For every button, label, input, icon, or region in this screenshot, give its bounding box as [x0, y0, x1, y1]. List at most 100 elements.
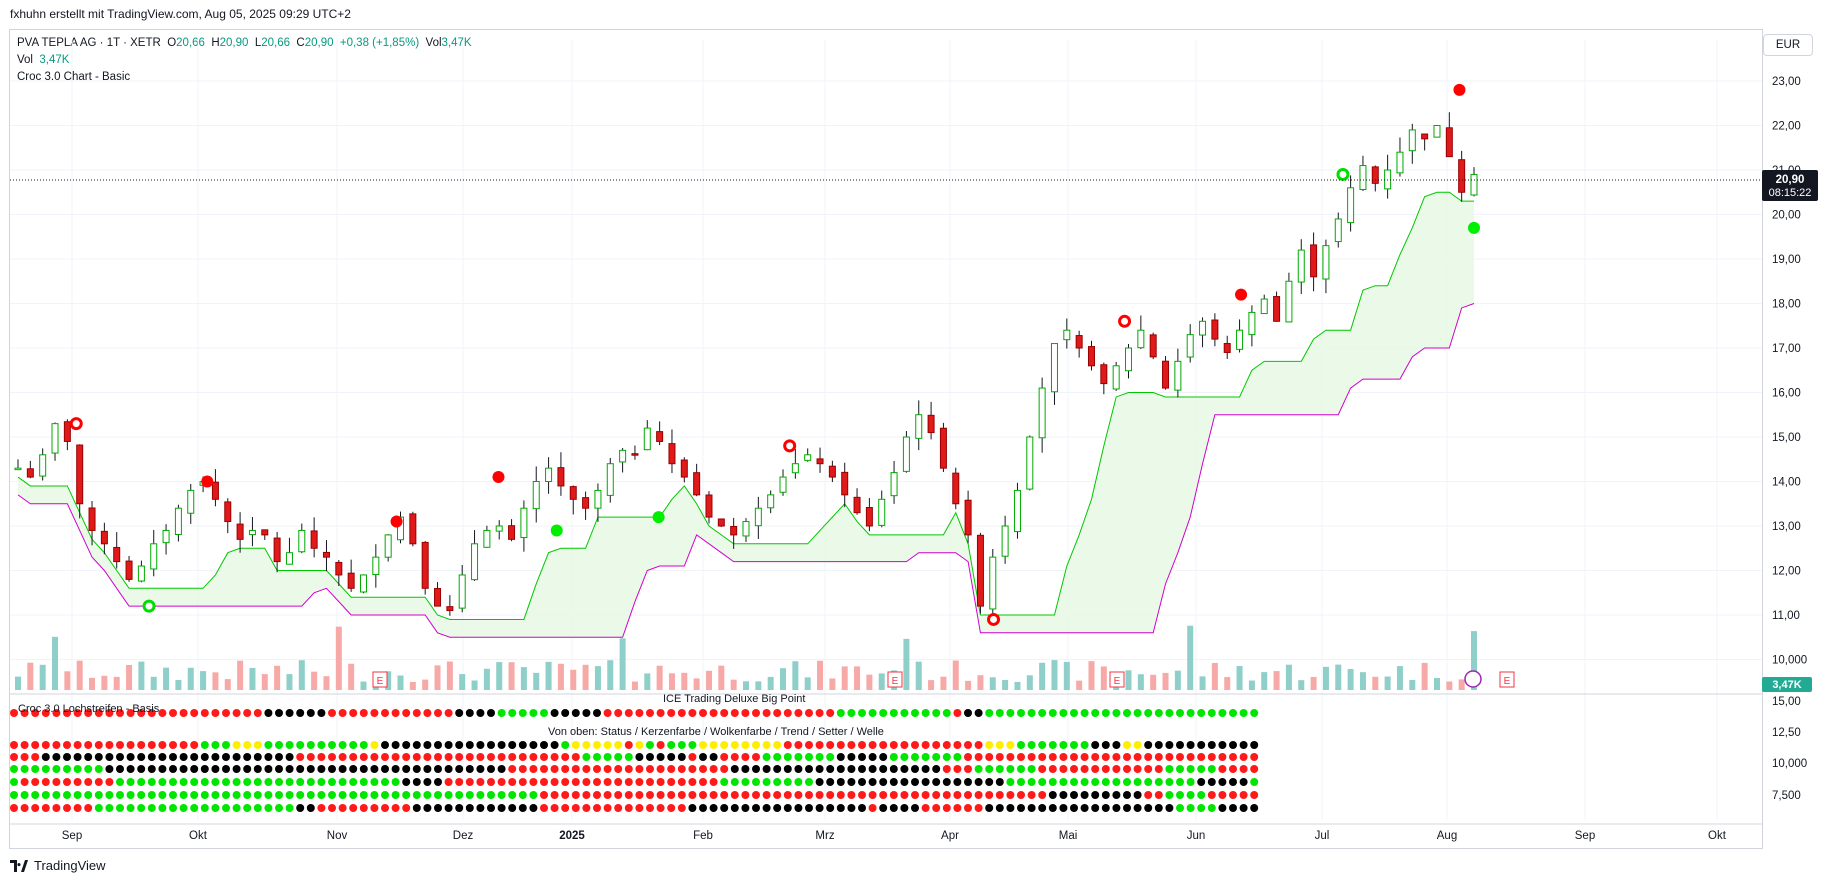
candle-body	[409, 513, 417, 545]
status-dot	[571, 804, 580, 812]
candle-body	[705, 494, 713, 518]
status-dot	[179, 765, 188, 773]
status-dot	[518, 709, 527, 717]
status-dot	[434, 753, 442, 761]
status-dot	[720, 791, 729, 799]
status-dot	[942, 778, 951, 786]
status-dot	[317, 791, 326, 799]
status-dot	[158, 791, 167, 799]
status-dot	[381, 753, 389, 761]
footer-brand[interactable]: TradingView	[10, 858, 106, 873]
status-dot	[911, 791, 919, 799]
status-dot	[190, 709, 199, 717]
status-dot	[614, 753, 623, 761]
status-dot	[41, 765, 50, 773]
status-dot	[105, 778, 114, 786]
legend-close: 20,90	[304, 37, 334, 49]
status-dot	[370, 741, 379, 749]
status-dot	[815, 741, 824, 749]
status-dot	[932, 765, 941, 773]
volume-bar	[829, 678, 836, 690]
candle-body	[964, 499, 972, 536]
status-dot	[137, 709, 146, 717]
status-dot	[741, 765, 750, 773]
time-tick-label: Dez	[453, 830, 474, 842]
status-dot	[211, 753, 220, 761]
candle	[322, 540, 330, 572]
status-dot	[540, 804, 548, 812]
status-dot	[1186, 778, 1195, 786]
status-dot	[487, 778, 495, 786]
status-dot	[20, 765, 29, 773]
candle	[174, 504, 182, 542]
price-tick-label: 22,00	[1772, 121, 1801, 133]
status-dot	[63, 753, 71, 761]
status-dot	[31, 791, 40, 799]
status-dot	[465, 791, 474, 799]
status-dot	[879, 741, 888, 749]
status-dot	[1038, 753, 1047, 761]
volume-bar	[952, 660, 959, 690]
volume-bar	[1002, 679, 1009, 690]
earnings-icon: E	[1109, 671, 1125, 688]
status-dot	[730, 804, 739, 812]
status-dot	[1239, 765, 1248, 773]
status-dot	[423, 791, 432, 799]
price-tick-label: 19,00	[1772, 254, 1801, 266]
status-dot	[1091, 741, 1100, 749]
status-dot	[815, 765, 824, 773]
volume-bar	[1433, 677, 1440, 690]
candle	[1087, 340, 1095, 371]
status-dot	[487, 804, 495, 812]
price-tick-label: 11,00	[1772, 610, 1800, 622]
status-dot	[1027, 804, 1036, 812]
candle	[1236, 319, 1244, 353]
candle-body	[1100, 364, 1108, 385]
status-dot	[964, 741, 972, 749]
time-tick-label: Sep	[1575, 830, 1595, 842]
status-dot	[995, 765, 1004, 773]
status-dot	[243, 741, 252, 749]
status-dot	[921, 765, 930, 773]
currency-button[interactable]: EUR	[1763, 34, 1813, 56]
candle-body	[495, 525, 503, 532]
status-dot	[1038, 741, 1047, 749]
status-dot	[974, 753, 983, 761]
status-dot	[169, 753, 177, 761]
candle-body	[446, 606, 454, 612]
status-dot	[953, 765, 962, 773]
status-dot	[126, 765, 135, 773]
volume-bar	[668, 673, 675, 690]
candle-body	[236, 523, 244, 540]
candle	[939, 422, 947, 473]
status-dot	[1154, 778, 1163, 786]
status-dot	[593, 753, 601, 761]
lower-tick-label: 10,000	[1772, 758, 1807, 770]
candle-body	[434, 588, 442, 607]
legend-indicator[interactable]: Croc 3.0 Chart - Basic	[17, 71, 131, 83]
candle	[100, 522, 108, 555]
candle	[878, 490, 886, 528]
status-dot	[137, 804, 146, 812]
legend-symbol[interactable]: PVA TEPLA AG · 1T · XETR	[17, 37, 161, 49]
candle	[113, 532, 121, 569]
status-dot	[815, 753, 824, 761]
candle	[1334, 212, 1342, 248]
status-dot	[858, 765, 866, 773]
candle-body	[532, 481, 540, 510]
legend-volume-line[interactable]: Vol 3,47K	[17, 52, 472, 69]
status-dot	[995, 791, 1004, 799]
status-dot	[1250, 741, 1259, 749]
status-dot	[1218, 709, 1227, 717]
status-dot	[794, 709, 803, 717]
status-dot	[31, 804, 40, 812]
candle-body	[804, 454, 812, 461]
status-dot	[1017, 778, 1025, 786]
status-dot	[1197, 753, 1206, 761]
status-dot	[370, 709, 379, 717]
status-dot	[1154, 791, 1163, 799]
status-dot	[338, 765, 347, 773]
status-dot	[105, 804, 114, 812]
status-dot	[476, 778, 485, 786]
